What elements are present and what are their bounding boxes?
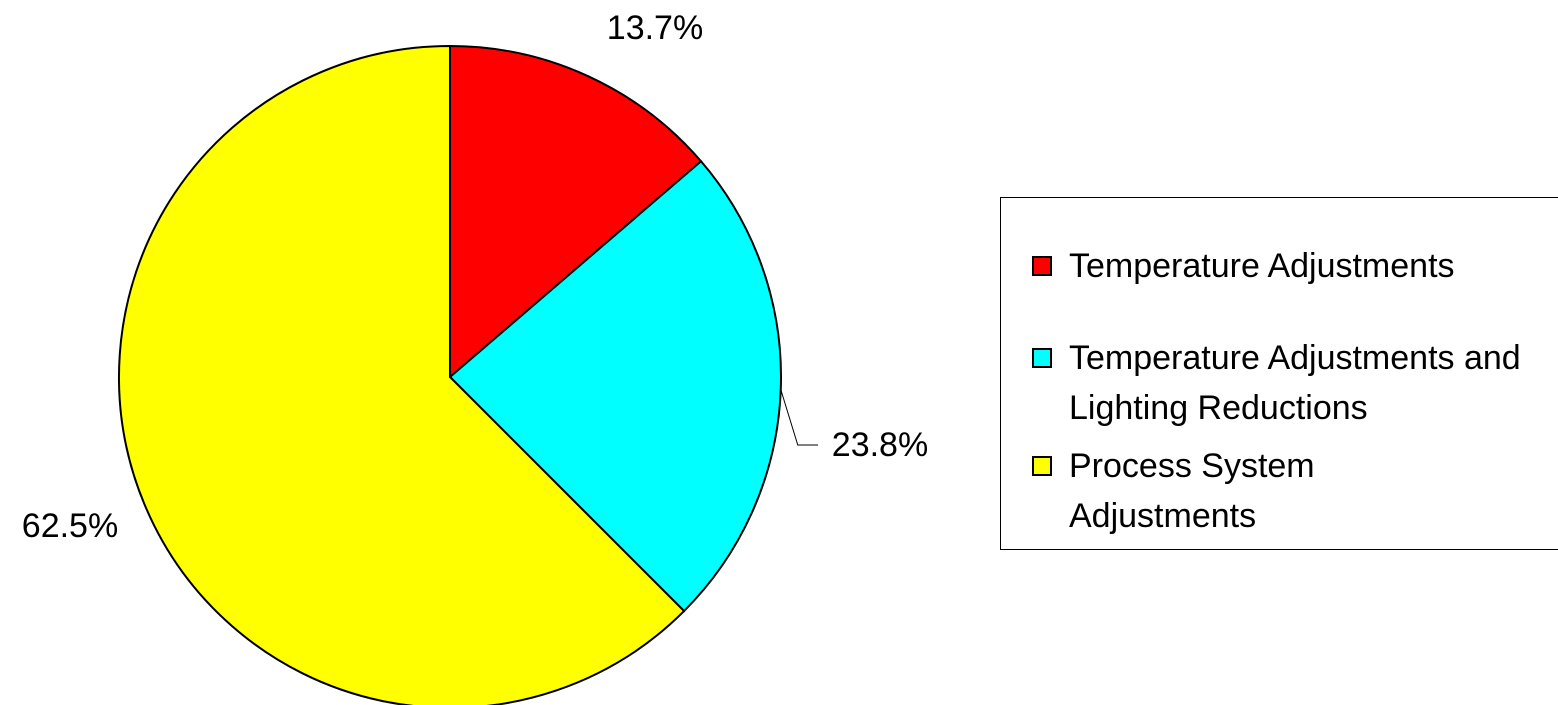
data-label: 23.8% — [832, 426, 928, 464]
legend-label: Temperature Adjustments — [1069, 247, 1455, 285]
legend-swatch — [1032, 348, 1052, 368]
legend-swatch — [1032, 256, 1052, 276]
legend-entry: Process System Adjustments — [1032, 441, 1389, 541]
legend-swatch — [1032, 456, 1052, 476]
leader-line — [780, 389, 818, 446]
legend-label: Temperature Adjustments and Lighting Red… — [1069, 339, 1521, 427]
pie-slice — [448, 159, 782, 613]
data-label: 13.7% — [607, 9, 703, 47]
legend-entry: Temperature Adjustments — [1032, 241, 1549, 291]
pie-slice — [449, 44, 703, 380]
legend-entry: Temperature Adjustments and Lighting Red… — [1032, 333, 1549, 433]
chart: 13.7% 23.8% 62.5% — [22, 9, 928, 705]
legend-label: Process System Adjustments — [1069, 447, 1315, 535]
pie-slice — [118, 44, 686, 705]
legend: Temperature Adjustments Temperature Adjus… — [1000, 197, 1558, 550]
data-label: 62.5% — [22, 507, 118, 545]
